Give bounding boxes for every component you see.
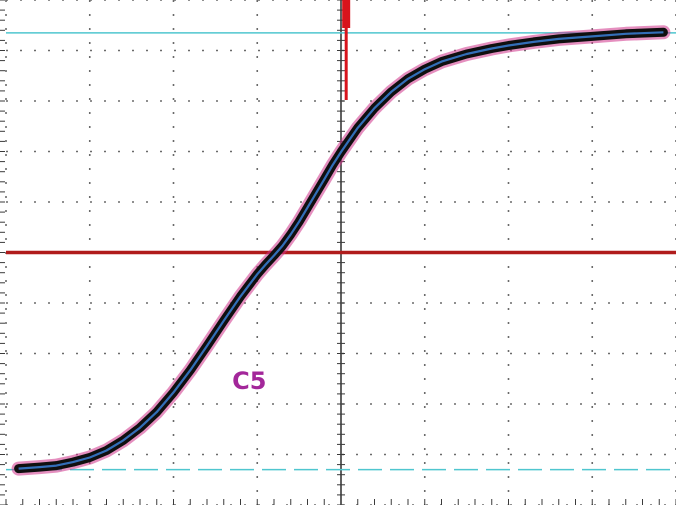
trace-layer [11,25,671,476]
channel-label: C5 [232,367,266,395]
trace-core [18,31,664,470]
